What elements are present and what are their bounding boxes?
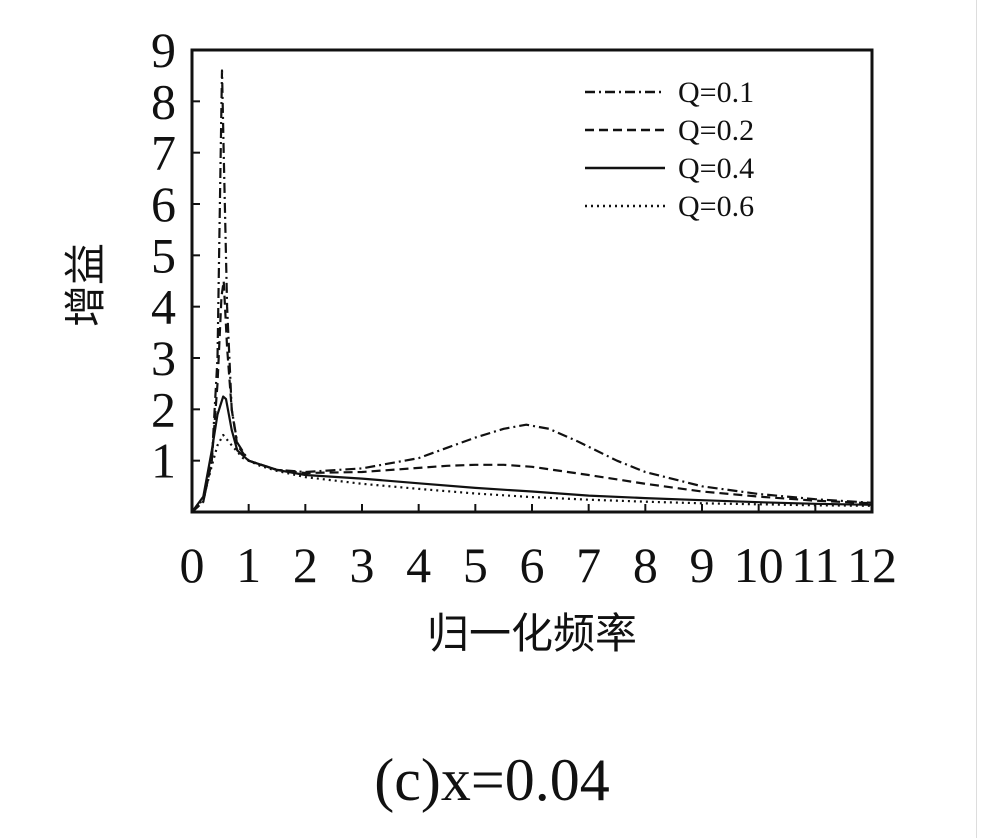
plot-area: [190, 48, 874, 514]
x-tick-label: 0: [180, 537, 205, 593]
legend-label: Q=0.4: [678, 152, 754, 185]
x-tick-label: 10: [734, 537, 784, 593]
y-tick-label: 5: [151, 227, 176, 283]
x-tick-label: 1: [236, 537, 261, 593]
x-tick-label: 11: [791, 537, 839, 593]
x-tick-label: 6: [520, 537, 545, 593]
x-tick-label: 5: [463, 537, 488, 593]
series-line-3: [191, 395, 873, 513]
x-tick-label: 9: [690, 537, 715, 593]
y-tick-label: 9: [151, 22, 176, 78]
y-tick-label: 3: [151, 330, 176, 386]
legend-label: Q=0.1: [678, 76, 754, 109]
legend-label: Q=0.6: [678, 190, 754, 223]
series-line-2: [191, 279, 873, 513]
y-tick-label: 6: [151, 176, 176, 232]
x-tick-label: 4: [406, 537, 431, 593]
series-layer: [191, 69, 873, 513]
figure-caption: (c)x=0.04: [374, 747, 609, 813]
x-axis-label: 归一化频率: [427, 609, 637, 658]
plot-frame: [190, 48, 874, 514]
x-tick-label: 2: [293, 537, 318, 593]
x-tick-label: 7: [576, 537, 601, 593]
y-tick-label: 2: [151, 381, 176, 437]
legend: Q=0.1 Q=0.2 Q=0.4 Q=0.6: [585, 76, 754, 223]
y-axis-label: 增益: [61, 243, 110, 327]
y-tick-label: 8: [151, 73, 176, 129]
x-tick-label: 8: [633, 537, 658, 593]
y-tick-label: 7: [151, 125, 176, 181]
x-tick-label: 3: [350, 537, 375, 593]
y-tick-label: 1: [151, 433, 176, 489]
page-edge-rule: [976, 0, 977, 838]
y-tick-label: 4: [151, 279, 176, 335]
series-line-1: [191, 69, 873, 513]
legend-label: Q=0.2: [678, 114, 754, 147]
series-line-4: [191, 433, 873, 513]
x-tick-label: 12: [847, 537, 897, 593]
